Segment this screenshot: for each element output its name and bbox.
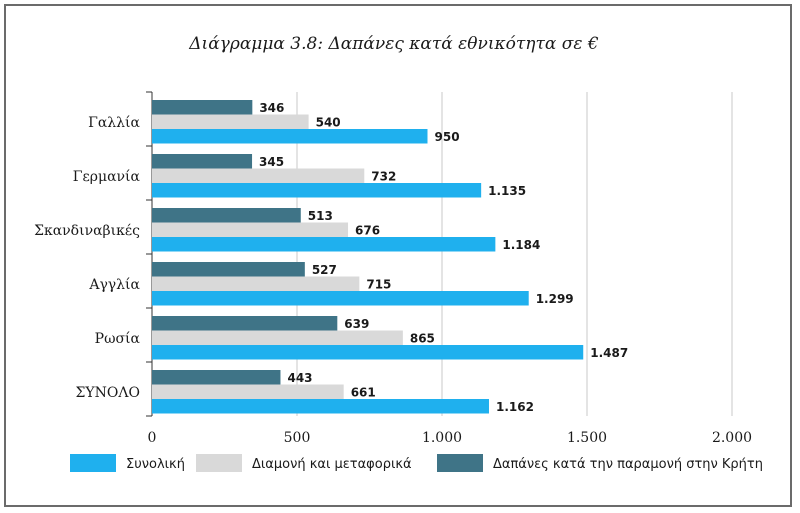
data-label: 676 [355, 224, 380, 238]
data-label: 1.299 [536, 292, 574, 306]
x-tick-label: 1.500 [567, 430, 607, 446]
data-label: 732 [371, 170, 396, 184]
x-tick-label: 1.000 [422, 430, 462, 446]
bar [152, 345, 584, 360]
data-label: 443 [287, 371, 312, 385]
chart-title: Διάγραμμα 3.8: Δαπάνες κατά εθνικότητα σ… [189, 34, 599, 54]
data-label: 639 [344, 317, 369, 331]
x-tick-label: 0 [148, 430, 157, 446]
legend-label: Διαμονή και μεταφορικά [252, 457, 412, 472]
bar [152, 100, 253, 115]
category-label: Γαλλία [88, 114, 140, 131]
bar [152, 237, 496, 252]
bar [152, 154, 253, 169]
bar [152, 208, 301, 223]
data-label: 1.184 [502, 238, 540, 252]
bar [152, 183, 482, 198]
category-label: Ρωσία [95, 330, 141, 347]
category-label: ΣΥΝΟΛΟ [76, 385, 140, 401]
bar [152, 114, 309, 129]
legend-swatch [70, 454, 116, 472]
category-label: Γερμανία [73, 168, 141, 185]
data-label: 513 [308, 209, 333, 223]
data-label: 346 [259, 101, 284, 115]
data-label: 661 [351, 386, 376, 400]
data-label: 950 [435, 130, 460, 144]
bar [152, 330, 403, 345]
bar [152, 168, 365, 183]
bar [152, 384, 344, 399]
data-label: 1.162 [496, 400, 534, 414]
legend-label: Δαπάνες κατά την παραμονή στην Κρήτη [493, 457, 763, 472]
bar [152, 399, 489, 414]
data-label: 1.487 [590, 346, 628, 360]
bar [152, 222, 349, 237]
bar [152, 129, 428, 144]
legend-swatch [437, 454, 483, 472]
bar [152, 262, 305, 277]
bar [152, 276, 360, 291]
chart-frame [4, 4, 792, 507]
data-label: 540 [316, 116, 341, 130]
data-label: 865 [410, 332, 435, 346]
bar [152, 291, 529, 306]
bar [152, 316, 338, 331]
x-tick-label: 2.000 [712, 430, 752, 446]
data-label: 1.135 [488, 184, 526, 198]
x-tick-label: 500 [284, 430, 311, 446]
data-label: 527 [312, 263, 337, 277]
bar [152, 370, 281, 385]
legend-swatch [196, 454, 242, 472]
data-label: 715 [366, 278, 391, 292]
category-label: Αγγλία [88, 276, 140, 293]
legend-label: Συνολική [126, 457, 185, 472]
data-label: 345 [259, 155, 284, 169]
category-label: Σκανδιναβικές [34, 222, 140, 239]
